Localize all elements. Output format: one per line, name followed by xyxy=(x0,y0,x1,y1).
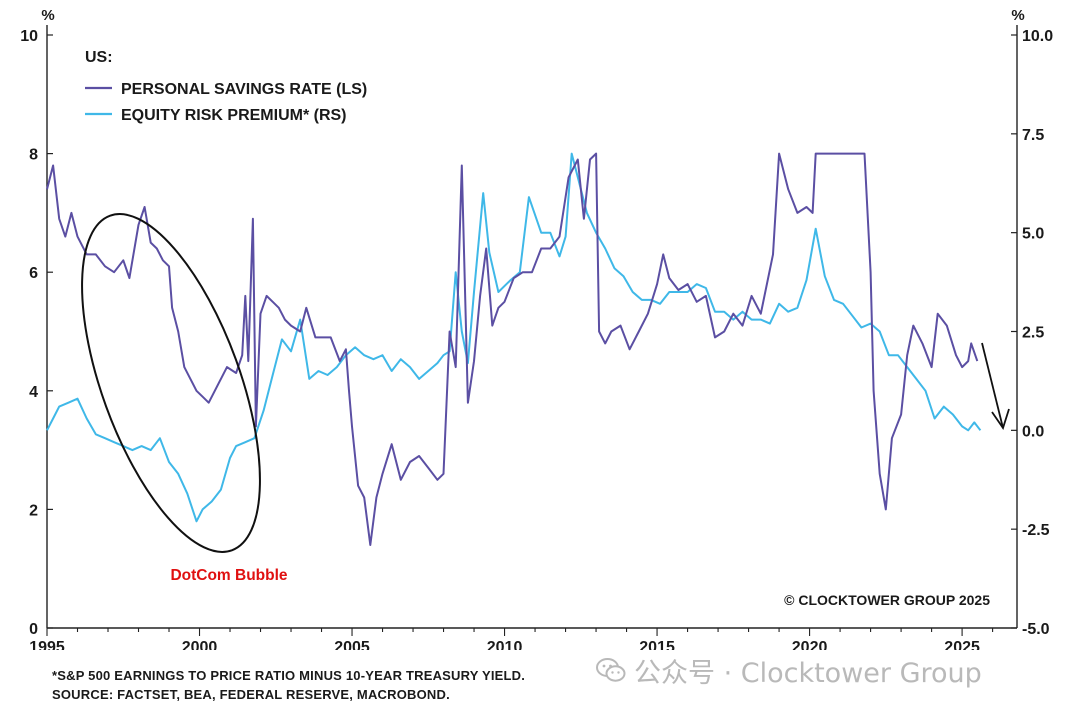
x-tick-label: 1995 xyxy=(29,639,65,650)
x-tick-label: 2015 xyxy=(639,639,675,650)
legend-label: PERSONAL SAVINGS RATE (LS) xyxy=(121,81,367,98)
right-tick-label: 7.5 xyxy=(1022,127,1044,144)
right-tick-label: -2.5 xyxy=(1022,522,1050,539)
left-tick-label: 2 xyxy=(29,502,38,519)
annotation-label: DotCom Bubble xyxy=(170,567,287,584)
series-layer xyxy=(46,152,982,546)
trend-arrow-icon xyxy=(981,342,1004,429)
footnote-definition: *S&P 500 EARNINGS TO PRICE RATIO MINUS 1… xyxy=(52,668,526,683)
right-tick-label: 10.0 xyxy=(1022,28,1053,45)
personal-savings-rate-line xyxy=(46,152,979,546)
right-axis-unit: % xyxy=(1011,7,1024,24)
x-tick-label: 2000 xyxy=(182,639,218,650)
x-tick-label: 2025 xyxy=(944,639,980,650)
legend-title: US: xyxy=(85,49,113,66)
left-tick-label: 8 xyxy=(29,147,38,164)
right-tick-label: 0.0 xyxy=(1022,423,1044,440)
annotations xyxy=(81,213,1010,553)
x-tick-label: 2005 xyxy=(334,639,370,650)
trend-arrow-head-icon xyxy=(991,408,1010,431)
copyright-text: © CLOCKTOWER GROUP 2025 xyxy=(784,592,990,608)
footnote-source: SOURCE: FACTSET, BEA, FEDERAL RESERVE, M… xyxy=(52,687,450,702)
watermark: 公众号 · Clocktower Group xyxy=(596,652,982,689)
right-tick-label: 2.5 xyxy=(1022,325,1044,342)
chart: 0 2 4 6 8 10 -5.0 -2.5 0.0 2.5 5.0 7.5 10.0 1995 2000 2… xyxy=(20,7,1053,650)
wechat-icon xyxy=(596,658,626,682)
right-tick-label: 5.0 xyxy=(1022,226,1044,243)
watermark-text: 公众号 · Clocktower Group xyxy=(634,657,982,689)
x-tick-label: 2020 xyxy=(792,639,828,650)
left-tick-label: 6 xyxy=(29,265,38,282)
left-tick-label: 4 xyxy=(29,384,38,401)
legend-label: EQUITY RISK PREMIUM* (RS) xyxy=(121,107,347,124)
equity-risk-premium-line xyxy=(46,152,982,523)
axes: 0 2 4 6 8 10 -5.0 -2.5 0.0 2.5 5.0 7.5 10.0 1995 2000 2… xyxy=(20,25,1053,650)
left-tick-label: 0 xyxy=(29,621,38,638)
x-tick-label: 2010 xyxy=(487,639,523,650)
dotcom-ellipse xyxy=(81,213,261,553)
right-tick-label: -5.0 xyxy=(1022,621,1050,638)
left-tick-label: 10 xyxy=(20,28,38,45)
left-axis-unit: % xyxy=(41,7,54,24)
